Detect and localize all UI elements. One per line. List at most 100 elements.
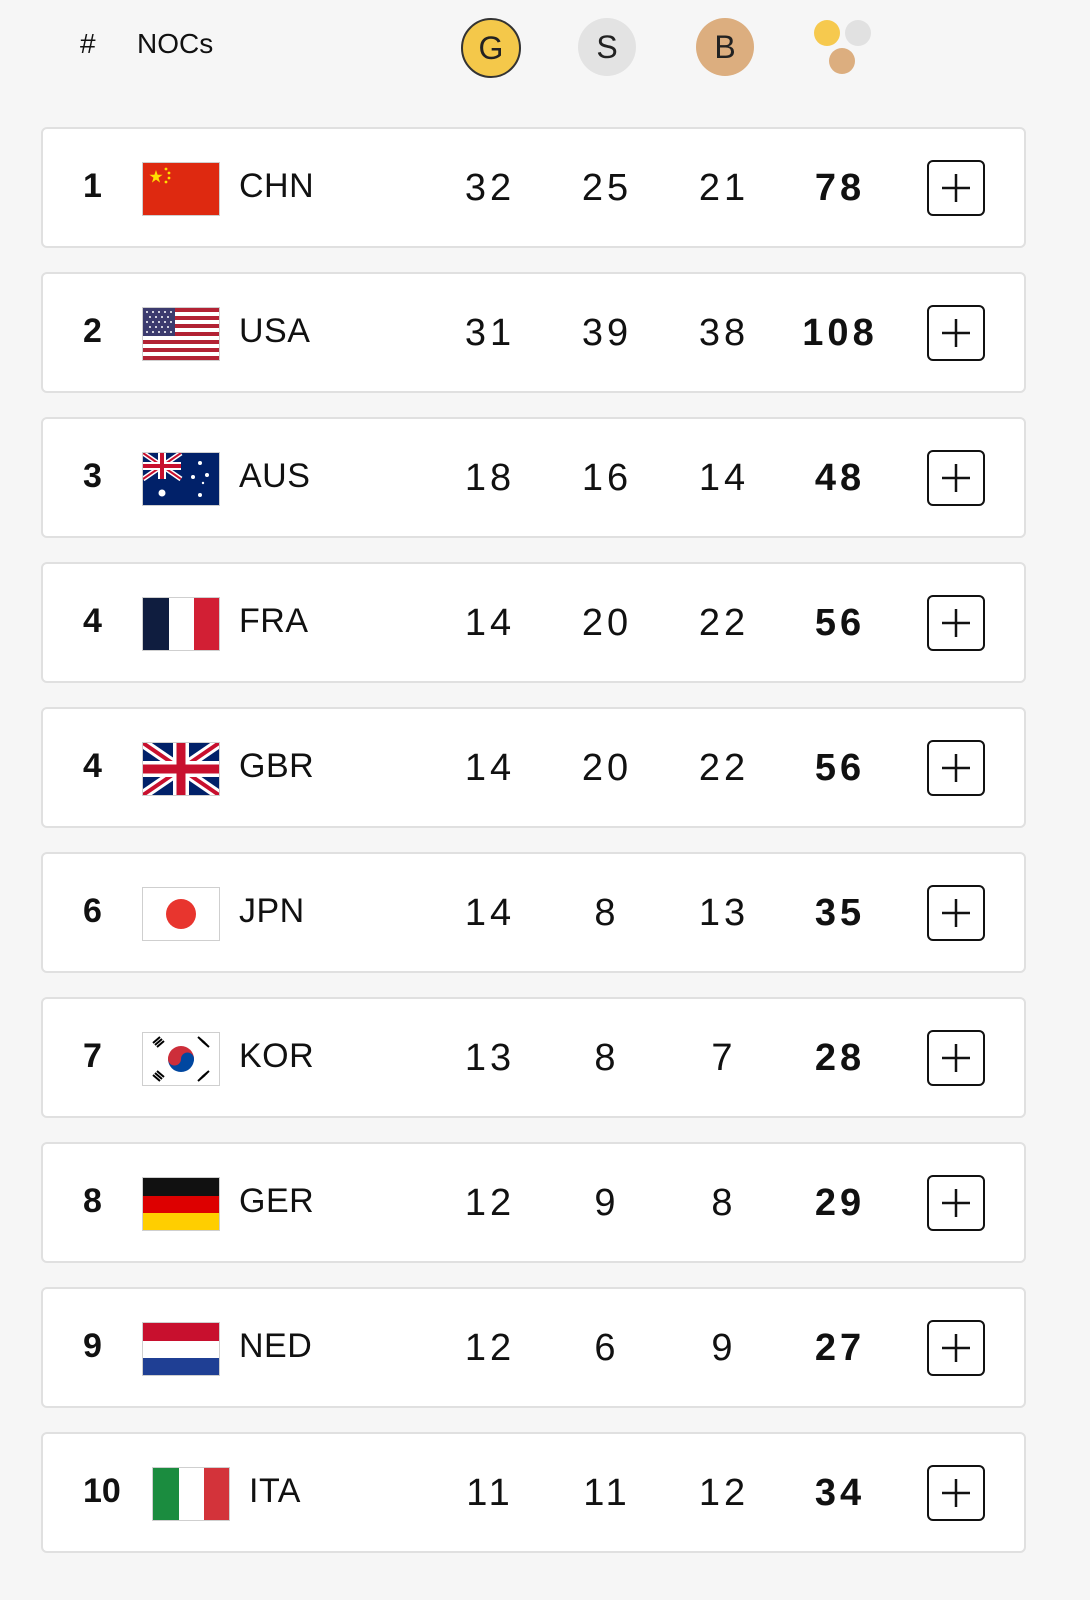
- bronze-count: 21: [698, 167, 750, 209]
- table-row[interactable]: 10 ITA 11 11 12 34: [41, 1432, 1026, 1553]
- silver-count: 16: [581, 457, 633, 499]
- plus-icon: [942, 464, 970, 492]
- noc-code: GBR: [239, 747, 315, 785]
- expand-button[interactable]: [927, 1465, 985, 1521]
- bronze-count: 14: [698, 457, 750, 499]
- australia-flag-icon: [143, 453, 219, 505]
- gold-count: 18: [464, 457, 516, 499]
- bronze-count: 38: [698, 312, 750, 354]
- noc-code: ITA: [249, 1472, 301, 1510]
- silver-count: 25: [581, 167, 633, 209]
- bronze-count: 22: [698, 747, 750, 789]
- gold-count: 14: [464, 602, 516, 644]
- expand-button[interactable]: [927, 305, 985, 361]
- japan-flag-icon: [143, 888, 219, 940]
- silver-count: 6: [594, 1327, 620, 1369]
- bronze-medal-icon-label: B: [714, 28, 736, 65]
- rank-column-header: #: [80, 28, 96, 59]
- bronze-count: 22: [698, 602, 750, 644]
- plus-icon: [942, 1334, 970, 1362]
- plus-icon: [942, 609, 970, 637]
- plus-icon: [942, 1479, 970, 1507]
- table-row[interactable]: 2 USA 31 39 38 108: [41, 272, 1026, 393]
- gold-column-header[interactable]: G: [461, 18, 521, 78]
- noc-code: USA: [239, 312, 311, 350]
- usa-flag-icon: [143, 308, 219, 360]
- gold-count: 12: [464, 1182, 516, 1224]
- rank: 2: [83, 312, 102, 350]
- italy-flag-icon: [153, 1468, 229, 1520]
- table-row[interactable]: 7 KOR 13 8 7 28: [41, 997, 1026, 1118]
- korea-flag-icon: [143, 1033, 219, 1085]
- rank: 6: [83, 892, 102, 930]
- china-flag-icon: [143, 163, 219, 215]
- bronze-count: 12: [698, 1472, 750, 1514]
- rank: 4: [83, 747, 102, 785]
- rank: 4: [83, 602, 102, 640]
- expand-button[interactable]: [927, 740, 985, 796]
- rank: 10: [83, 1472, 121, 1510]
- expand-button[interactable]: [927, 1320, 985, 1376]
- bronze-count: 8: [711, 1182, 737, 1224]
- gold-count: 12: [464, 1327, 516, 1369]
- expand-button[interactable]: [927, 450, 985, 506]
- gold-medal-icon-label: G: [478, 29, 504, 66]
- noc-code: FRA: [239, 602, 309, 640]
- table-row[interactable]: 1 CHN 32 25 21 78: [41, 127, 1026, 248]
- silver-count: 11: [583, 1472, 631, 1514]
- total-count: 48: [814, 457, 866, 499]
- expand-button[interactable]: [927, 885, 985, 941]
- bronze-column-header[interactable]: B: [696, 18, 754, 76]
- rank: 7: [83, 1037, 102, 1075]
- table-row[interactable]: 9 NED 12 6 9 27: [41, 1287, 1026, 1408]
- total-count: 29: [814, 1182, 866, 1224]
- table-row[interactable]: 3 AUS 18 16 14 48: [41, 417, 1026, 538]
- netherlands-flag-icon: [143, 1323, 219, 1375]
- bronze-count: 9: [711, 1327, 737, 1369]
- noc-code: CHN: [239, 167, 315, 205]
- total-count: 34: [814, 1472, 866, 1514]
- rank: 1: [83, 167, 102, 205]
- expand-button[interactable]: [927, 1030, 985, 1086]
- silver-count: 8: [594, 892, 620, 934]
- expand-button[interactable]: [927, 160, 985, 216]
- plus-icon: [942, 174, 970, 202]
- expand-button[interactable]: [927, 595, 985, 651]
- plus-icon: [942, 319, 970, 347]
- noc-code: GER: [239, 1182, 315, 1220]
- rank: 3: [83, 457, 102, 495]
- plus-icon: [942, 1189, 970, 1217]
- plus-icon: [942, 754, 970, 782]
- silver-column-header[interactable]: S: [578, 18, 636, 76]
- silver-medal-icon-label: S: [596, 28, 618, 65]
- gold-count: 14: [464, 747, 516, 789]
- medal-table-header: # NOCs G S B: [0, 0, 1090, 100]
- total-count: 108: [802, 312, 878, 354]
- total-count: 56: [814, 747, 866, 789]
- silver-count: 20: [581, 602, 633, 644]
- plus-icon: [942, 899, 970, 927]
- silver-count: 9: [594, 1182, 620, 1224]
- total-count: 27: [814, 1327, 866, 1369]
- table-row[interactable]: 4 GBR 14 20 22 56: [41, 707, 1026, 828]
- gold-count: 11: [466, 1472, 514, 1514]
- germany-flag-icon: [143, 1178, 219, 1230]
- uk-flag-icon: [143, 743, 219, 795]
- table-row[interactable]: 6 JPN 14 8 13 35: [41, 852, 1026, 973]
- rank: 9: [83, 1327, 102, 1365]
- noc-code: JPN: [239, 892, 305, 930]
- bronze-count: 13: [698, 892, 750, 934]
- plus-icon: [942, 1044, 970, 1072]
- noc-code: KOR: [239, 1037, 315, 1075]
- bronze-count: 7: [711, 1037, 737, 1079]
- total-count: 35: [814, 892, 866, 934]
- noc-column-header: NOCs: [137, 28, 214, 59]
- expand-button[interactable]: [927, 1175, 985, 1231]
- medals-total-icon[interactable]: [810, 18, 878, 78]
- total-count: 28: [814, 1037, 866, 1079]
- table-row[interactable]: 4 FRA 14 20 22 56: [41, 562, 1026, 683]
- rank: 8: [83, 1182, 102, 1220]
- table-row[interactable]: 8 GER 12 9 8 29: [41, 1142, 1026, 1263]
- gold-count: 13: [464, 1037, 516, 1079]
- france-flag-icon: [143, 598, 219, 650]
